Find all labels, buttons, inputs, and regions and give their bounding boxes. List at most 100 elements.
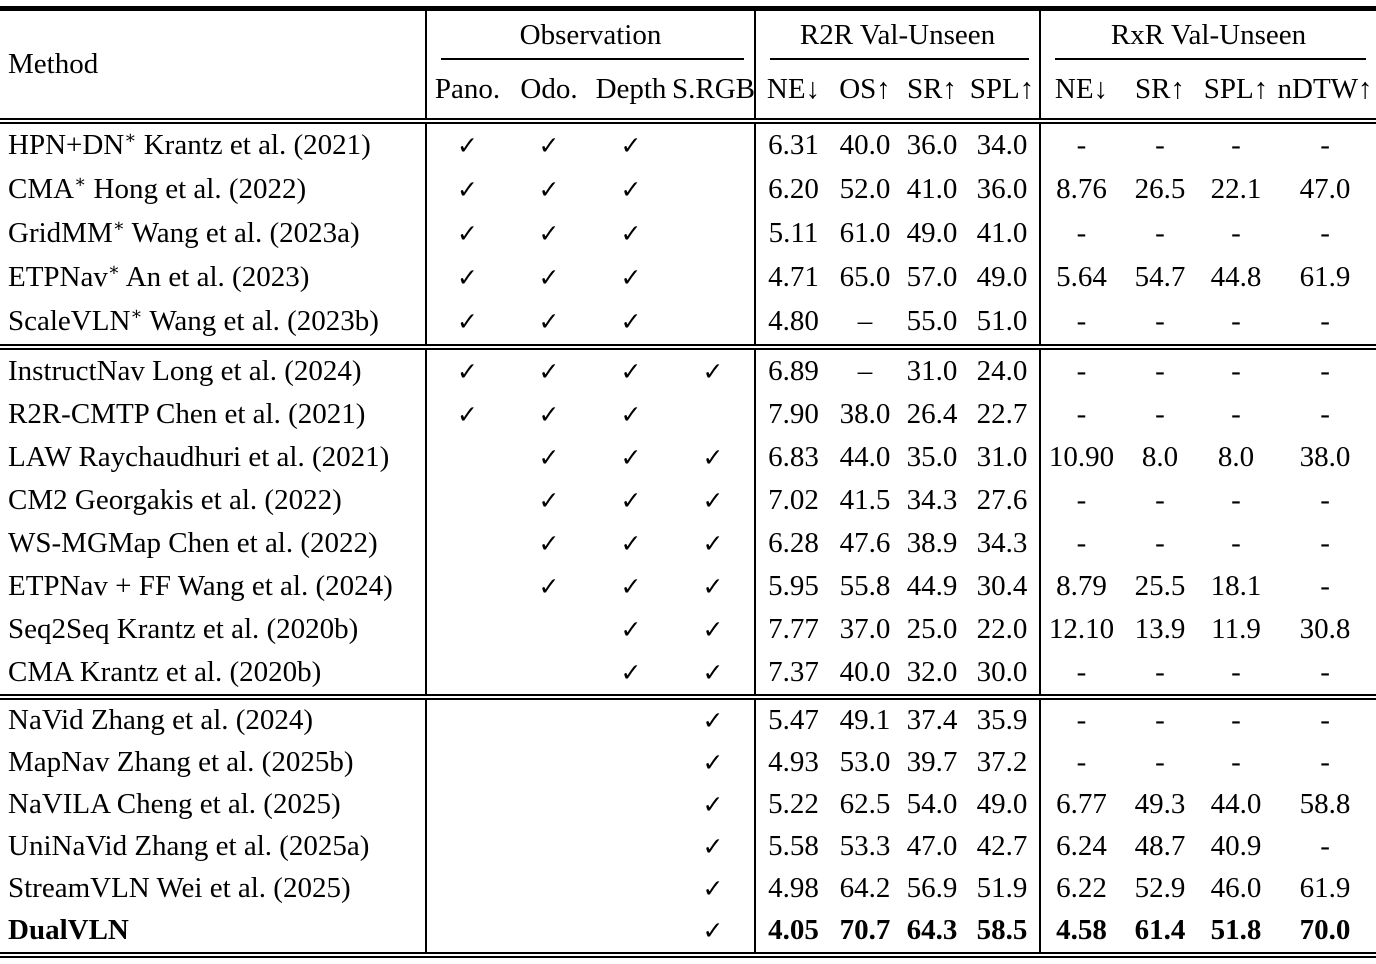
- col-header-pano: Pano.: [425, 60, 508, 121]
- rxr-ndtw-cell: -: [1320, 569, 1330, 602]
- col-header-rxr-sr: SR↑: [1135, 72, 1185, 105]
- method-cell: NaVILA Cheng et al. (2025): [0, 784, 426, 826]
- rxr-ne-cell: -: [1039, 392, 1123, 436]
- method-asterisk: ∗: [130, 303, 143, 324]
- checkmark-icon: ✓: [620, 442, 642, 472]
- r2r-sr-cell: 64.3: [906, 914, 958, 946]
- r2r-ne-cell: 4.05: [754, 909, 831, 955]
- r2r-sr-cell: 38.9: [906, 526, 958, 559]
- rxr-ndtw-cell: 30.8: [1299, 612, 1351, 645]
- table-row: NaVILA Cheng et al. (2025) ✓ 5.22 62.5 54.0 4…: [0, 783, 1376, 826]
- r2r-spl-cell: 58.5: [976, 914, 1028, 946]
- metric-header-row: Pano. Odo. Depth S.RGB NE↓ OS↑ SR↑ SPL↑ …: [0, 60, 1376, 121]
- method-cell: HPN+DN∗ Krantz et al. (2021): [0, 121, 426, 168]
- method-citation: Long et al. (2024): [144, 354, 362, 387]
- rxr-sr-cell: -: [1155, 217, 1165, 249]
- r2r-spl-cell: 24.0: [976, 354, 1028, 387]
- col-header-rxr-ne: NE↓: [1039, 60, 1123, 121]
- table-row: ETPNav + FF Wang et al. (2024) ✓ ✓ ✓ 5.95 55.…: [0, 564, 1376, 608]
- r2r-sr-cell: 54.0: [906, 788, 958, 820]
- method-citation: Wang et al. (2023a): [124, 217, 360, 249]
- r2r-spl-cell: 30.4: [976, 569, 1028, 602]
- rxr-spl-cell: 46.0: [1210, 872, 1262, 904]
- checkmark-icon: ✓: [538, 442, 560, 472]
- r2r-spl-cell: 22.0: [976, 612, 1028, 645]
- rxr-ne-cell: 8.79: [1039, 564, 1123, 608]
- r2r-os-cell: 62.5: [839, 788, 891, 820]
- method-citation: Hong et al. (2022): [86, 173, 307, 205]
- r2r-os-cell: 47.6: [839, 526, 891, 559]
- checkmark-icon: ✓: [620, 614, 642, 644]
- r2r-os-cell: 64.2: [839, 872, 891, 904]
- checkmark-icon: ✓: [538, 485, 560, 515]
- checkmark-icon: ✓: [702, 657, 724, 687]
- checkmark-icon: ✓: [620, 219, 642, 248]
- rxr-sr-cell: 61.4: [1134, 914, 1186, 946]
- checkmark-icon: ✓: [620, 307, 642, 336]
- checkmark-icon: ✓: [620, 263, 642, 292]
- empty-observation-cell: [672, 168, 755, 212]
- checkmark-icon: ✓: [538, 571, 560, 601]
- rxr-underline: [1055, 57, 1367, 60]
- rxr-ne-cell: -: [1039, 696, 1123, 742]
- checkmark-icon: ✓: [425, 167, 508, 212]
- r2r-os-cell: 44.0: [839, 440, 891, 473]
- method-cell: R2R-CMTP Chen et al. (2021): [0, 393, 426, 436]
- rxr-ndtw-cell: -: [1320, 129, 1330, 161]
- checkmark-icon: ✓: [702, 874, 724, 903]
- r2r-ne-cell: 7.37: [754, 650, 831, 697]
- method-asterisk: ∗: [112, 215, 125, 236]
- method-citation: Wang et al. (2023b): [142, 305, 379, 337]
- method-citation: Krantz et al. (2021): [136, 129, 371, 161]
- r2r-sr-cell: 41.0: [906, 173, 958, 205]
- empty-observation-cell: [425, 909, 508, 955]
- rxr-spl-cell: -: [1231, 129, 1241, 161]
- checkmark-icon: ✓: [702, 832, 724, 861]
- empty-observation-cell: [508, 742, 590, 784]
- method-name: ETPNav: [8, 261, 108, 293]
- r2r-os-cell: 70.7: [839, 914, 891, 946]
- rxr-sr-cell: -: [1155, 526, 1165, 559]
- table-row: GridMM∗ Wang et al. (2023a) ✓ ✓ ✓ 5.11 61.0 49…: [0, 211, 1376, 256]
- rxr-ne-cell: -: [1039, 211, 1123, 256]
- checkmark-icon: ✓: [538, 131, 560, 160]
- rxr-spl-cell: 51.8: [1210, 914, 1262, 946]
- method-name: DualVLN: [8, 914, 129, 946]
- method-cell: LAW Raychaudhuri et al. (2021): [0, 436, 426, 479]
- empty-observation-cell: [425, 867, 508, 910]
- method-cell: StreamVLN Wei et al. (2025): [0, 868, 426, 910]
- r2r-ne-cell: 5.58: [754, 825, 831, 868]
- r2r-spl-cell: 34.3: [976, 526, 1028, 559]
- checkmark-icon: ✓: [620, 356, 642, 386]
- r2r-ne-cell: 6.89: [754, 346, 831, 393]
- group-header-row: Method Observation R2R Val-Unseen RxR Va…: [0, 8, 1376, 80]
- checkmark-icon: ✓: [620, 485, 642, 515]
- method-cell: CMA Krantz et al. (2020b): [0, 651, 426, 697]
- empty-observation-cell: [425, 564, 508, 608]
- empty-observation-cell: [590, 784, 672, 826]
- method-citation: Chen et al. (2022): [161, 526, 378, 559]
- table-row: HPN+DN∗ Krantz et al. (2021) ✓ ✓ ✓ 6.31 40.0 3…: [0, 120, 1376, 168]
- empty-observation-cell: [672, 393, 755, 436]
- table-row: CM2 Georgakis et al. (2022) ✓ ✓ ✓ 7.02 41.5 34…: [0, 478, 1376, 522]
- method-name: R2R-CMTP: [8, 397, 149, 430]
- checkmark-icon: ✓: [620, 657, 642, 687]
- method-citation: Chen et al. (2021): [148, 397, 366, 430]
- rxr-ndtw-cell: -: [1320, 704, 1330, 736]
- rxr-spl-cell: 8.0: [1217, 440, 1255, 473]
- r2r-sr-cell: 32.0: [906, 655, 958, 688]
- rxr-ne-cell: 10.90: [1039, 435, 1123, 479]
- rxr-ndtw-cell: -: [1320, 305, 1330, 337]
- observation-group-label: Observation: [519, 19, 662, 52]
- method-cell: ETPNav + FF Wang et al. (2024): [0, 565, 426, 608]
- empty-observation-cell: [425, 783, 508, 826]
- r2r-ne-cell: 6.28: [754, 521, 831, 565]
- method-name: LAW: [8, 440, 72, 473]
- table-row: CMA Krantz et al. (2020b) ✓ ✓ 7.37 40.0 32.0 3…: [0, 650, 1376, 697]
- method-name: StreamVLN: [8, 872, 150, 904]
- rxr-spl-cell: -: [1231, 704, 1241, 736]
- r2r-spl-cell: 27.6: [976, 483, 1028, 516]
- method-cell: MapNav Zhang et al. (2025b): [0, 742, 426, 784]
- rxr-ndtw-cell: -: [1320, 746, 1330, 778]
- r2r-underline: [770, 57, 1030, 60]
